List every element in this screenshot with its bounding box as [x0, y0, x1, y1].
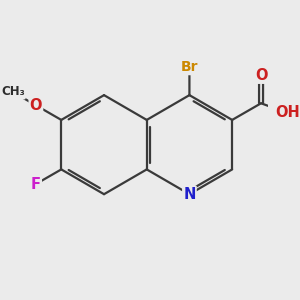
Text: OH: OH [275, 105, 300, 120]
Text: CH₃: CH₃ [1, 85, 25, 98]
Text: O: O [30, 98, 42, 113]
Text: O: O [255, 68, 267, 83]
Text: F: F [31, 177, 41, 192]
Text: Br: Br [181, 60, 198, 74]
Text: N: N [183, 187, 196, 202]
